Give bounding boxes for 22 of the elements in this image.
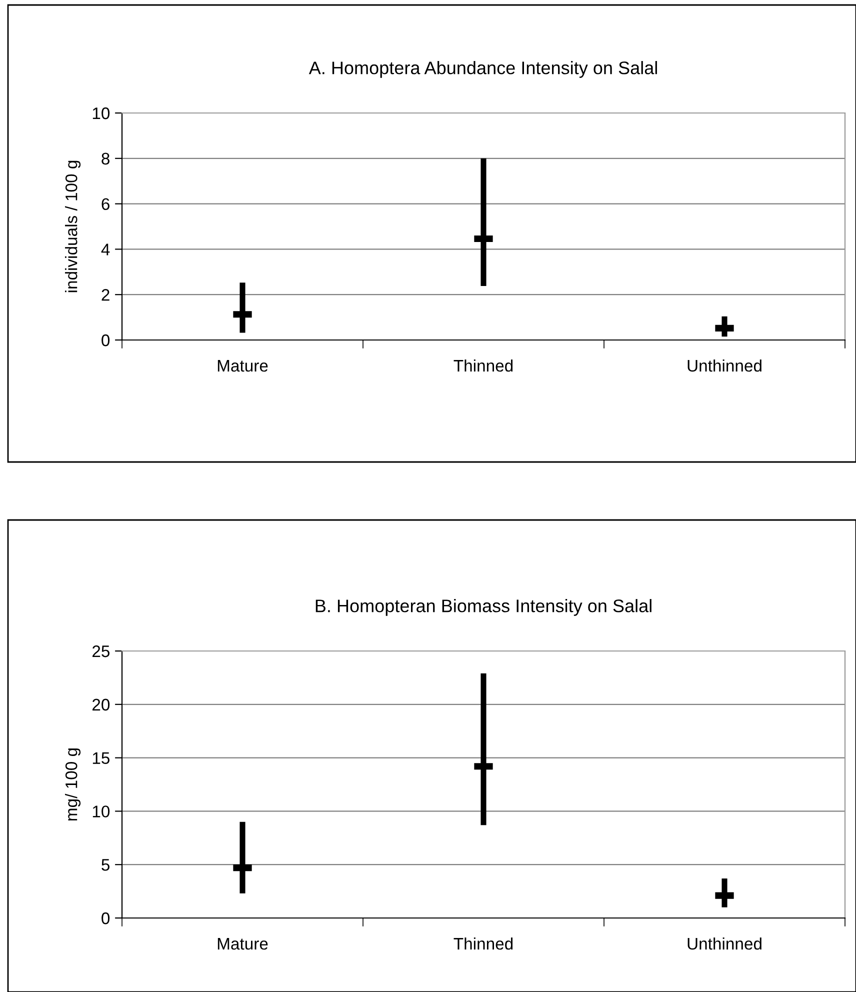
x-tick-label: Mature <box>218 360 268 372</box>
x-tick-label: Thinned <box>454 937 513 950</box>
chart-title: A. Homoptera Abundance Intensity on Salal <box>308 61 657 78</box>
y-tick-label: 5 <box>102 859 110 871</box>
y-tick-label: 20 <box>92 698 110 711</box>
y-tick-label: 25 <box>92 645 110 658</box>
y-tick-label: 15 <box>92 752 110 764</box>
y-tick-label: 0 <box>102 334 110 346</box>
y-tick-label: 10 <box>92 107 110 120</box>
x-tick-label: Unthinned <box>688 359 762 372</box>
y-tick-label: 8 <box>102 152 110 165</box>
x-tick-label: Thinned <box>454 359 513 372</box>
y-tick-label: 4 <box>101 244 110 256</box>
y-tick-label: 0 <box>102 912 110 924</box>
x-tick-label: Mature <box>218 938 268 950</box>
y-tick-label: 2 <box>102 289 110 301</box>
chart-title: B. Homopteran Biomass Intensity on Salal <box>316 599 652 616</box>
y-tick-label: 6 <box>102 198 110 210</box>
y-tick-label: 10 <box>92 806 110 818</box>
x-tick-label: Unthinned <box>688 937 762 950</box>
y-axis-title: individuals / 100 g <box>65 160 81 292</box>
y-axis-title: mg/ 100 g <box>65 748 81 820</box>
